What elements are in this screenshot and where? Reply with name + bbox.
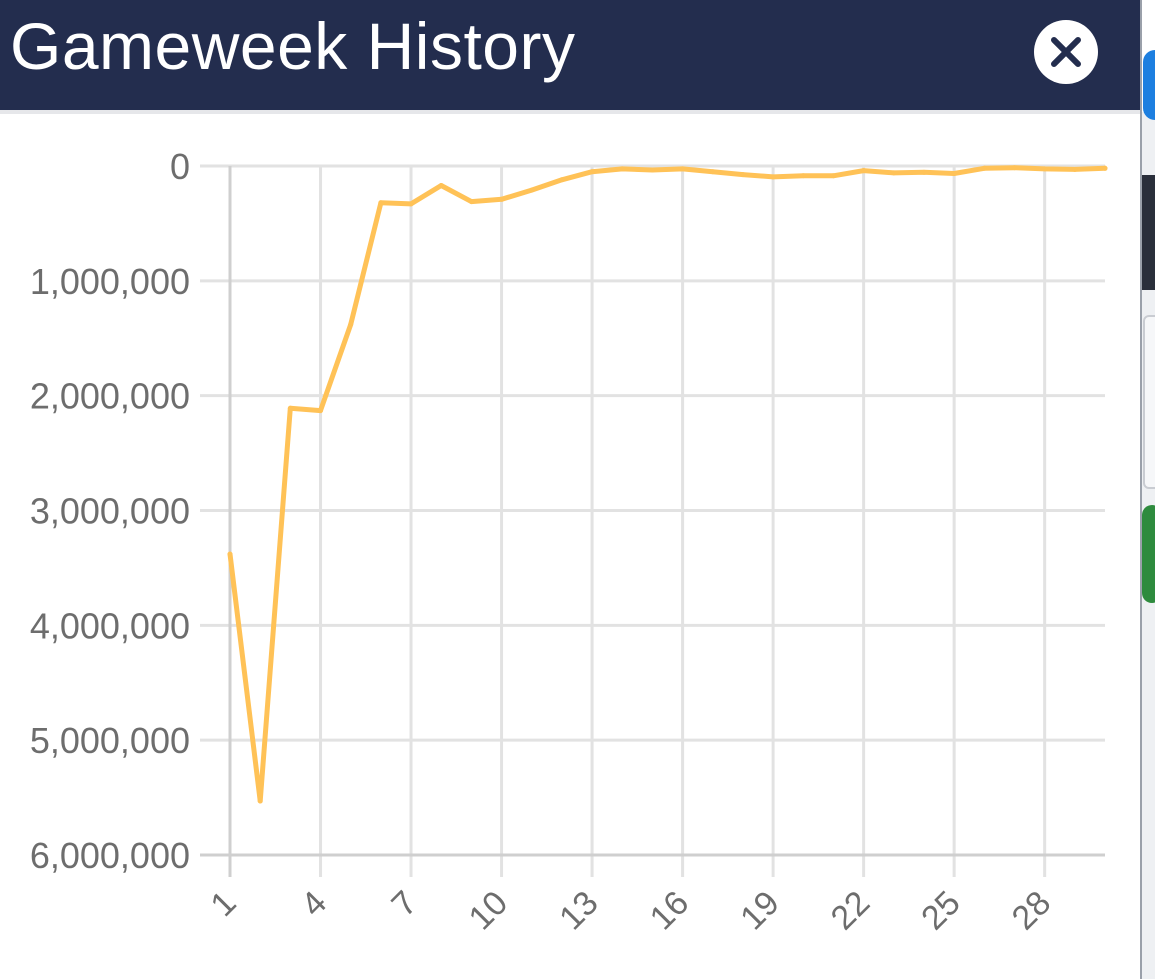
y-tick-label: 5,000,000 [30,720,190,761]
y-tick-label: 3,000,000 [30,491,190,532]
data-point [861,168,867,174]
x-tick-label: 16 [643,884,697,938]
background-green-button [1142,505,1155,603]
header-divider [0,110,1140,114]
x-tick-label: 25 [914,884,968,938]
close-button[interactable] [1034,20,1098,84]
y-tick-label: 1,000,000 [30,261,190,302]
data-point [438,183,444,189]
x-tick-label: 13 [552,884,606,938]
data-point [619,166,625,172]
background-navy-panel [1142,175,1155,290]
modal-title: Gameweek History [10,9,576,83]
y-tick-label: 6,000,000 [30,835,190,876]
data-point [1072,166,1078,172]
x-tick-label: 28 [1005,884,1059,938]
x-tick-label: 4 [294,884,334,924]
data-point [800,173,806,179]
data-point [529,187,535,193]
data-point [921,169,927,175]
data-point [589,169,595,175]
data-point [499,196,505,202]
data-point [468,199,474,205]
background-card [1143,315,1155,489]
y-tick-label: 0 [170,146,190,187]
x-tick-label: 7 [384,884,424,924]
x-tick-label: 1 [203,884,243,924]
data-point [830,173,836,179]
data-point [348,321,354,327]
data-point [770,174,776,180]
data-point [378,200,384,206]
background-app [1142,0,1155,979]
data-point [891,170,897,176]
data-point [710,169,716,175]
data-point [287,405,293,411]
data-point [1042,166,1048,172]
data-point [227,551,233,557]
series-line [227,165,1108,804]
modal-header: Gameweek History [0,0,1140,110]
data-point [559,177,565,183]
data-point [740,172,746,178]
data-point [680,166,686,172]
y-tick-label: 4,000,000 [30,605,190,646]
data-point [1102,165,1108,171]
y-tick-label: 2,000,000 [30,376,190,417]
data-point [951,170,957,176]
x-tick-label: 10 [462,884,516,938]
background-blue-button [1143,50,1155,120]
data-point [981,165,987,171]
data-point [257,798,263,804]
data-point [318,408,324,414]
data-point [649,167,655,173]
x-tick-label: 19 [733,884,787,938]
data-point [408,201,414,207]
close-icon [1051,37,1081,67]
data-point [1011,165,1017,171]
x-tick-label: 22 [824,884,878,938]
